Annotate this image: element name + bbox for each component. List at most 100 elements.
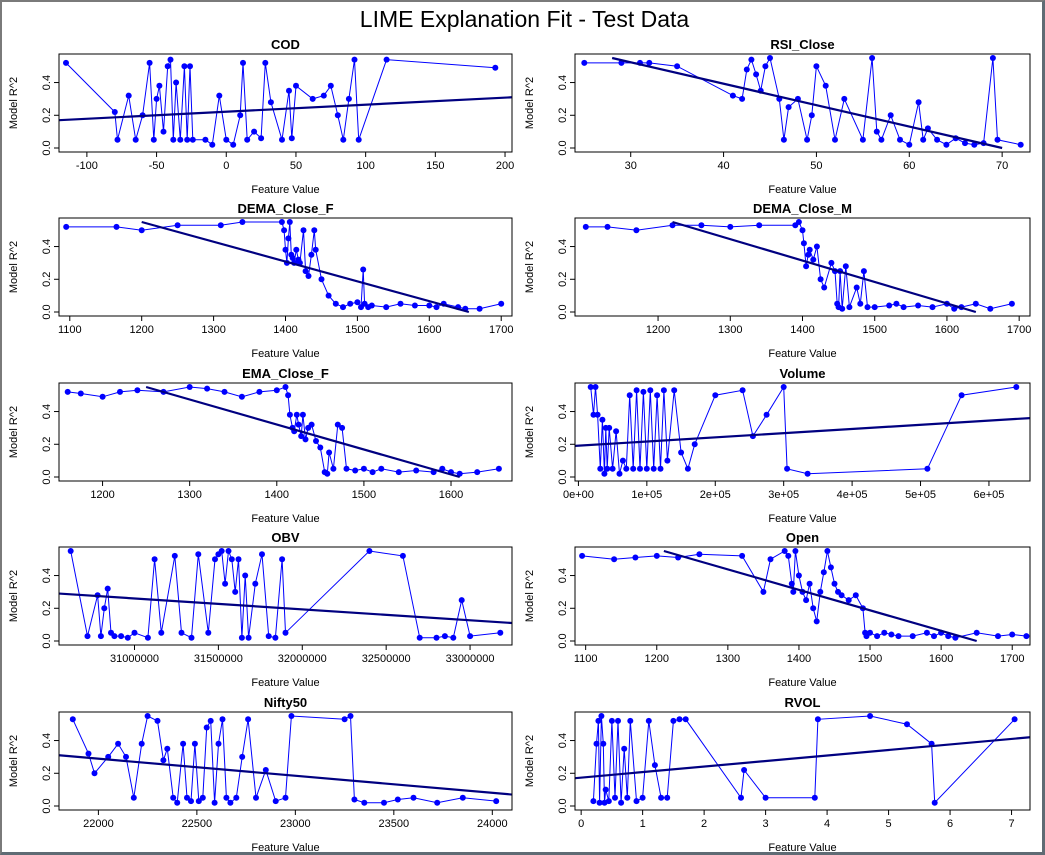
x-tick-label: 1300 [177,489,201,501]
data-point [822,82,829,89]
data-point [821,284,828,291]
data-point [604,223,611,230]
data-point [739,95,746,102]
data-point [360,465,367,472]
data-point [639,794,646,801]
data-point [302,268,309,275]
data-point [832,136,838,143]
data-point [189,136,196,143]
data-point [203,724,210,731]
x-tick-label: 5e+05 [905,489,936,501]
y-tick-label: 0.0 [41,798,53,813]
data-point [627,717,634,724]
data-point [433,304,440,311]
data-point [972,300,979,307]
y-tick-label: 0.2 [557,601,569,616]
data-point [101,605,108,612]
data-point [195,798,202,805]
data-point [450,634,457,641]
data-point [931,799,938,806]
x-tick-label: 1400 [273,324,297,336]
data-point [238,634,245,641]
fit-line [672,220,977,314]
data-point [305,273,312,279]
data-point [64,388,71,395]
data-point [114,136,121,143]
y-axis-label: Model R^2 [8,406,20,458]
data-point [215,740,222,747]
data-point [604,465,611,472]
data-point [1013,384,1020,390]
data-point [205,629,212,636]
data-point [827,564,834,571]
data-point [806,246,813,253]
data-point [958,392,965,399]
data-point [924,465,931,472]
y-tick-label: 0.0 [41,304,53,319]
data-point [456,470,463,477]
data-point [805,251,812,258]
data-point [859,136,866,143]
data-point [293,246,300,253]
data-point [458,597,465,604]
data-point [259,551,265,558]
x-tick-label: 200 [496,160,514,172]
data-point [131,629,138,636]
x-tick-label: 31500000 [194,653,243,665]
x-tick-label: 1400 [790,324,814,336]
data-point [929,304,936,311]
data-point [394,796,401,803]
data-point [369,469,376,476]
data-point [651,762,658,769]
data-point [434,799,441,806]
data-point [265,633,272,640]
data-point [204,385,211,392]
data-point [497,629,504,636]
data-point [285,392,292,399]
data-point [313,438,319,444]
x-tick-label: 1600 [439,489,463,501]
data-point [413,467,420,474]
data-line [67,386,499,475]
data-point [360,266,367,273]
data-point [67,548,74,554]
data-point [160,757,167,764]
data-point [808,112,815,119]
data-point [318,276,325,283]
data-point [678,449,685,456]
data-point [650,465,657,472]
subplot: COD -100 -50 0 50 100 150 200 0.0 0.2 0.4 Feature V… [8,37,514,196]
x-tick-label: 150 [426,160,444,172]
y-tick-label: 0.0 [557,304,569,319]
data-point [286,219,293,225]
data-point [410,794,417,801]
x-tick-label: 30 [625,160,637,172]
data-point [273,387,280,394]
data-point [324,470,331,477]
data-point [609,465,616,472]
x-axis-label: Feature Value [251,184,319,196]
data-point [311,227,318,234]
x-tick-label: 6 [947,818,953,830]
data-point [971,141,978,148]
data-point [696,551,703,558]
data-point [813,243,820,250]
x-tick-label: 22500 [182,818,213,830]
data-point [842,263,849,270]
data-point [170,136,177,143]
y-axis-label: Model R^2 [524,241,536,293]
data-point [738,794,744,801]
data-point [608,717,615,724]
x-tick-label: 0 [578,818,584,830]
y-tick-label: 0.4 [557,239,569,254]
x-tick-label: 1200 [645,653,669,665]
y-axis-label: Model R^2 [524,406,536,458]
data-line [585,221,1013,310]
data-point [174,222,181,229]
data-point [762,63,769,70]
data-point [289,255,296,261]
data-point [191,740,198,747]
data-point [871,304,878,311]
x-tick-label: 1600 [929,653,953,665]
x-tick-label: 1300 [716,653,740,665]
